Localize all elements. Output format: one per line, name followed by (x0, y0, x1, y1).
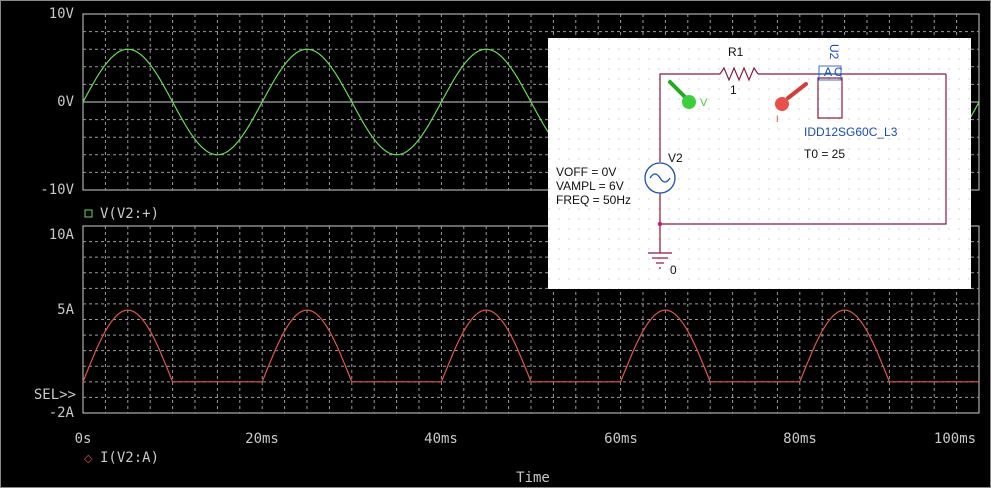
ground-symbol[interactable] (648, 252, 672, 269)
ground-label: 0 (670, 263, 677, 277)
voltage-legend-marker (84, 209, 93, 218)
x-tick-20ms: 20ms (245, 431, 279, 447)
x-axis-title: Time (516, 470, 550, 486)
v2-name: V2 (668, 151, 683, 165)
junction-dot (657, 221, 663, 227)
u2-pin-a: A (824, 65, 832, 79)
v2-vampl: VAMPL = 6V (556, 179, 624, 193)
top-tick-0v: 0V (57, 94, 74, 110)
sel-marker[interactable]: SEL>> (34, 387, 76, 403)
x-tick-100ms: 100ms (934, 431, 976, 447)
v2-freq: FREQ = 50Hz (556, 193, 631, 207)
voltage-probe-label: V (700, 97, 708, 109)
current-probe-label: I (776, 114, 779, 124)
bottom-tick-10a: 10A (49, 227, 75, 243)
u2-pin-c: C (834, 65, 843, 79)
voltage-source-v2[interactable] (644, 162, 676, 194)
schematic-wires (659, 73, 947, 253)
x-tick-40ms: 40ms (424, 431, 458, 447)
u2-part-name: IDD12SG60C_L3 (804, 125, 898, 139)
diode-u2[interactable] (817, 65, 843, 119)
voltage-legend-label[interactable]: V(V2:+) (100, 206, 159, 222)
resistor-r1[interactable] (719, 66, 759, 82)
r1-value: 1 (730, 83, 737, 97)
voltage-probe-icon[interactable] (668, 80, 696, 109)
u2-t0: T0 = 25 (804, 147, 845, 161)
schematic-grid (548, 38, 971, 289)
current-legend-label[interactable]: I(V2:A) (100, 450, 159, 466)
bottom-tick-neg2a: -2A (49, 405, 75, 421)
top-tick-neg10v: -10V (40, 182, 74, 198)
current-probe-icon[interactable] (775, 82, 808, 111)
bottom-tick-5a: 5A (57, 302, 74, 318)
v2-voff: VOFF = 0V (556, 165, 616, 179)
x-tick-0s: 0s (75, 431, 92, 447)
schematic-panel[interactable]: R1 1 U2 A C IDD12SG60C_L3 T0 = 25 V2 VOF… (548, 38, 971, 289)
current-legend-marker: ◇ (84, 452, 93, 465)
r1-name: R1 (728, 45, 744, 59)
u2-ref: U2 (827, 44, 841, 60)
current-trace[interactable] (82, 309, 979, 383)
x-tick-60ms: 60ms (604, 431, 638, 447)
top-tick-10v: 10V (49, 6, 75, 22)
x-tick-80ms: 80ms (783, 431, 817, 447)
